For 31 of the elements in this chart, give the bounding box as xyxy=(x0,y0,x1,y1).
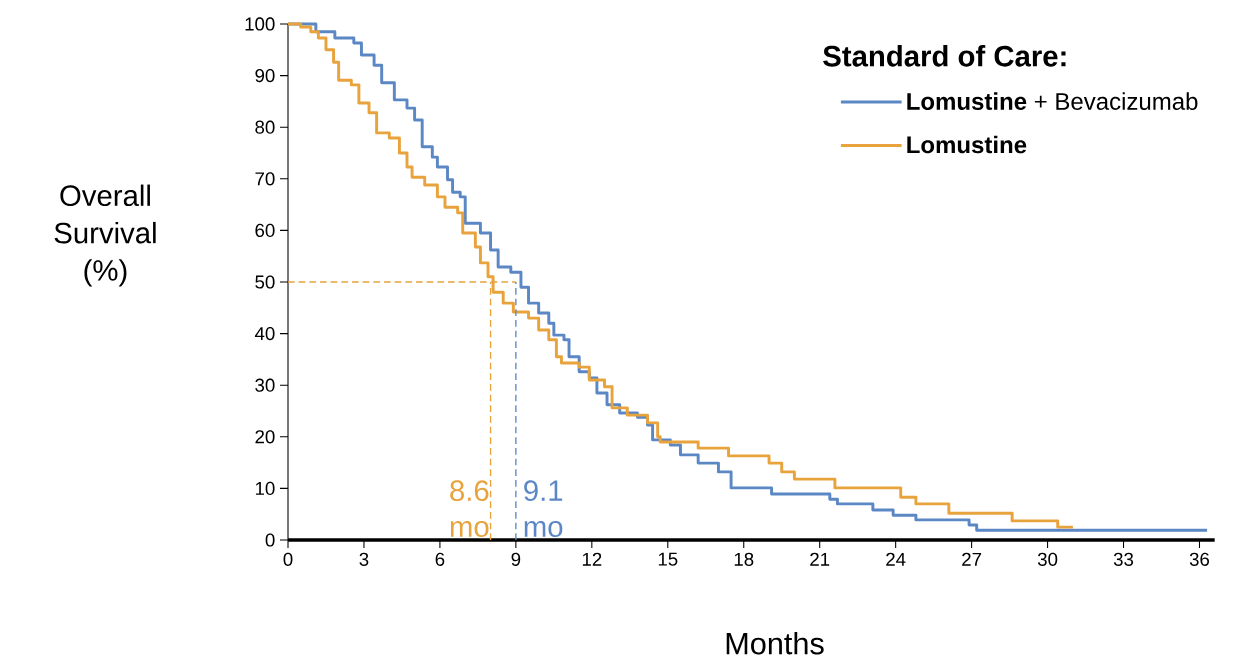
x-tick-label: 33 xyxy=(1113,552,1134,566)
x-axis-title: Months xyxy=(726,631,824,655)
ref-line-label: 9.1 mo xyxy=(524,480,563,538)
y-axis-title: Overall Survival (%) xyxy=(54,184,156,287)
y-tick-label: 20 xyxy=(255,430,275,444)
x-tick-label: 0 xyxy=(283,552,293,566)
x-tick-label: 15 xyxy=(658,552,678,566)
y-tick-label: 10 xyxy=(255,481,275,496)
x-tick-label: 30 xyxy=(1037,552,1058,566)
x-tick-label: 27 xyxy=(962,552,982,566)
x-tick-label: 18 xyxy=(734,552,754,566)
x-tick-label: 36 xyxy=(1189,552,1210,566)
y-tick-label: 40 xyxy=(254,326,275,341)
y-tick-label: 50 xyxy=(255,275,275,289)
ref-line-label: 8.6 mo xyxy=(450,480,489,538)
y-tick-label: 100 xyxy=(245,17,275,31)
x-tick-label: 9 xyxy=(511,552,521,566)
legend-label: Lomustine xyxy=(907,135,1027,154)
x-tick-label: 24 xyxy=(886,552,906,566)
y-tick-label: 0 xyxy=(265,533,275,547)
y-tick-label: 80 xyxy=(255,120,275,134)
x-tick-label: 21 xyxy=(810,552,830,566)
x-tick-label: 3 xyxy=(359,552,369,566)
x-tick-label: 12 xyxy=(582,552,602,566)
y-tick-label: 30 xyxy=(255,378,275,392)
legend-title: Standard of Care: xyxy=(823,45,1066,67)
y-tick-label: 70 xyxy=(255,172,275,186)
legend-label: Lomustine + Bevacizumab xyxy=(907,92,1198,110)
y-tick-label: 60 xyxy=(255,223,275,238)
x-tick-label: 6 xyxy=(435,552,445,566)
y-tick-label: 90 xyxy=(255,68,275,83)
